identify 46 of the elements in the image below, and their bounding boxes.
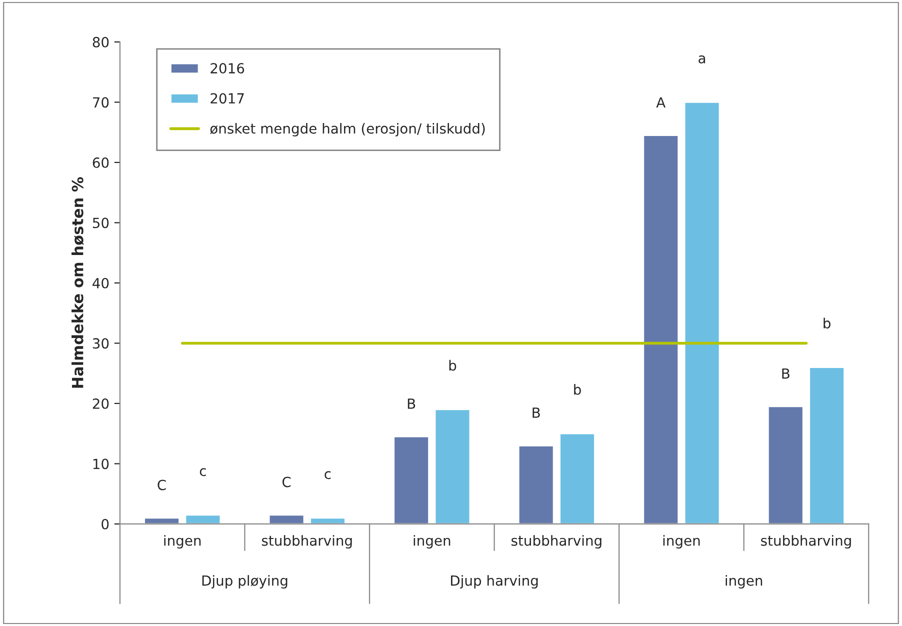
- x-tick-label: stubbharving: [262, 535, 352, 549]
- text: Djup pløying: [202, 575, 288, 589]
- y-tick-label: 70: [93, 97, 109, 108]
- legend-label: 2016: [210, 63, 244, 74]
- data-label: b: [824, 318, 830, 329]
- y-tick-label: 80: [92, 36, 109, 48]
- bar: [434, 408, 471, 524]
- x-tick-label: ingen: [663, 535, 700, 549]
- data-label: C: [282, 476, 291, 488]
- data-label: c: [324, 471, 331, 480]
- y-tick-label: 60: [92, 157, 109, 168]
- bar: [393, 436, 430, 524]
- y-axis-title: Halmdekke om høsten %: [72, 177, 84, 388]
- bar: [642, 134, 680, 524]
- y-tick-label: 0: [102, 518, 109, 530]
- y-tick-label: 40: [92, 278, 109, 288]
- y-tick-label: 30: [92, 338, 109, 349]
- legend-label: ønsket mengde halm (erosjon/ tilskudd): [210, 122, 485, 136]
- bar: [268, 514, 305, 524]
- data-label: B: [532, 408, 540, 418]
- bar: [767, 406, 804, 524]
- bar: [559, 432, 596, 524]
- x-tick-label: stubbharving: [761, 535, 851, 549]
- y-tick-label: 20: [92, 398, 109, 409]
- data-label: a: [698, 55, 706, 64]
- data-label: b: [449, 360, 456, 371]
- bar: [684, 102, 720, 524]
- legend-label: 2017: [210, 93, 244, 104]
- x-tick-label: ingen: [414, 535, 450, 549]
- data-label: A: [656, 97, 666, 108]
- data-label: C: [158, 480, 166, 490]
- x-tick-label: ingen: [164, 535, 201, 549]
- text: ingen: [726, 575, 762, 589]
- data-label: b: [574, 384, 581, 395]
- bar: [310, 517, 346, 524]
- y-tick-label: 50: [92, 218, 109, 228]
- data-label: B: [408, 398, 416, 409]
- bar: [184, 514, 222, 524]
- bar: [808, 366, 845, 524]
- text: Djup harving: [451, 575, 538, 589]
- bar: [518, 444, 554, 524]
- x-tick-label: stubbharving: [512, 535, 602, 549]
- data-label: B: [782, 368, 790, 379]
- data-label: c: [200, 468, 206, 476]
- y-tick-label: 10: [93, 458, 109, 470]
- bar: [144, 517, 180, 524]
